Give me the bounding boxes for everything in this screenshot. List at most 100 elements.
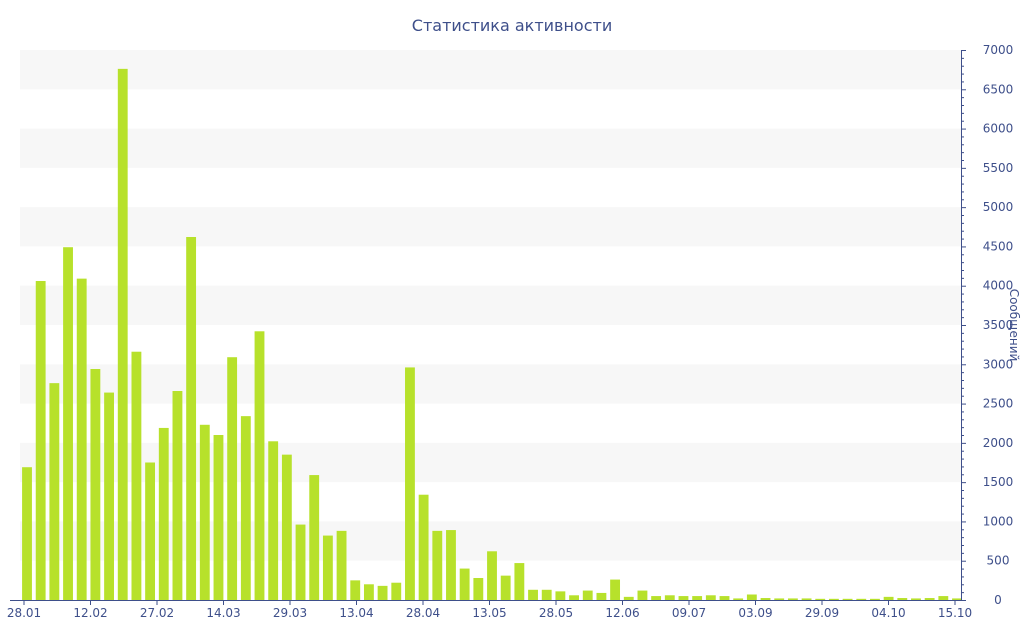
bar — [473, 578, 484, 600]
bar — [63, 247, 73, 600]
y-tick-label: 1000 — [983, 514, 1014, 528]
x-tick-label: 28.04 — [406, 606, 440, 620]
bar — [199, 424, 210, 600]
bar — [637, 590, 648, 600]
bar — [828, 598, 839, 600]
bar — [774, 598, 785, 600]
bar — [815, 598, 826, 600]
y-tick-label: 2000 — [983, 436, 1014, 450]
chart-title: Статистика активности — [412, 16, 612, 35]
bar — [596, 592, 607, 600]
bar — [897, 598, 908, 600]
bar — [213, 435, 224, 600]
bar — [487, 551, 497, 600]
bar — [131, 351, 142, 600]
bar — [787, 598, 798, 600]
y-tick-label: 2500 — [983, 397, 1014, 411]
y-tick-label: 5000 — [983, 200, 1014, 214]
bar — [842, 598, 853, 600]
bar — [186, 237, 197, 600]
bar — [322, 535, 333, 600]
bar — [582, 590, 593, 600]
bar — [883, 596, 894, 600]
x-tick-label: 12.06 — [605, 606, 639, 620]
bar — [309, 475, 320, 600]
bar — [49, 383, 60, 600]
bar — [254, 331, 265, 600]
bar — [664, 595, 675, 600]
bars — [22, 68, 962, 601]
bar — [856, 598, 867, 600]
bar — [692, 596, 703, 600]
y-tick-label: 500 — [987, 554, 1010, 568]
bar — [158, 427, 169, 600]
bar — [678, 596, 689, 600]
bar — [555, 591, 566, 600]
bar — [938, 596, 949, 600]
bar — [363, 584, 374, 600]
bar — [391, 582, 402, 600]
y-axis-title: Сообщений — [1007, 289, 1021, 362]
y-tick-label: 4000 — [983, 279, 1014, 293]
bar — [227, 357, 238, 600]
bar — [569, 595, 579, 600]
bar — [733, 598, 744, 600]
x-tick-label: 14.03 — [206, 606, 240, 620]
x-tick-label: 15.10 — [938, 606, 972, 620]
bar — [801, 598, 812, 600]
y-tick-label: 1500 — [983, 475, 1014, 489]
x-axis-ticks: 28.01 12.02 27.02 14.03 29.03 13.04 28.04 13.05… — [7, 600, 972, 620]
y-tick-label: 3500 — [983, 318, 1014, 332]
x-tick-label: 09.07 — [672, 606, 706, 620]
bar — [432, 530, 443, 600]
x-tick-label: 28.01 — [7, 606, 41, 620]
x-tick-label: 03.09 — [738, 606, 772, 620]
bar — [870, 598, 880, 600]
bar — [719, 596, 730, 600]
bar — [240, 416, 251, 600]
bar — [295, 524, 306, 600]
bar — [418, 494, 429, 600]
bar — [405, 367, 415, 600]
bar — [514, 563, 525, 600]
x-tick-label: 28.05 — [539, 606, 573, 620]
grid-band — [20, 364, 961, 404]
grid-band — [20, 285, 961, 325]
bar — [76, 278, 87, 600]
grid-band — [20, 50, 961, 90]
x-tick-label: 29.03 — [273, 606, 307, 620]
y-tick-label: 6500 — [983, 82, 1014, 96]
bar — [104, 392, 114, 600]
bar — [90, 369, 101, 600]
bar — [268, 441, 279, 600]
bar — [22, 467, 32, 600]
grid-bands — [20, 50, 961, 561]
bar — [610, 579, 621, 600]
bar — [528, 589, 538, 600]
y-tick-label: 3000 — [983, 357, 1014, 371]
bar — [172, 391, 183, 600]
grid-band — [20, 207, 961, 247]
bar — [459, 568, 470, 600]
bar — [924, 598, 935, 600]
bar — [911, 598, 921, 600]
y-tick-label: 6000 — [983, 122, 1014, 136]
bar — [117, 68, 128, 601]
bar — [446, 530, 456, 600]
bar — [350, 580, 361, 600]
y-tick-label: 4500 — [983, 239, 1014, 253]
y-tick-label: 0 — [994, 593, 1002, 607]
x-tick-label: 12.02 — [73, 606, 107, 620]
bar — [623, 596, 634, 600]
x-tick-label: 27.02 — [140, 606, 174, 620]
grid-band — [20, 128, 961, 168]
bar — [746, 594, 757, 600]
bar — [377, 585, 388, 600]
x-tick-label: 13.04 — [339, 606, 373, 620]
bar — [651, 596, 662, 600]
bar — [952, 598, 962, 600]
bar — [336, 530, 347, 600]
bar — [541, 589, 552, 600]
bar — [760, 598, 771, 600]
